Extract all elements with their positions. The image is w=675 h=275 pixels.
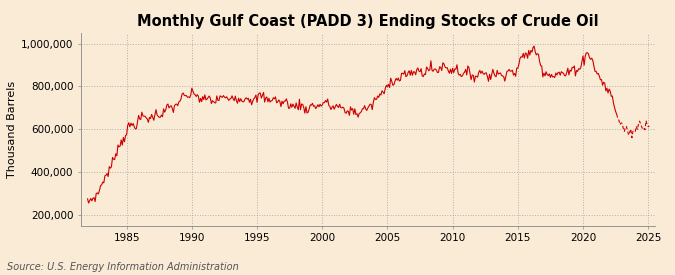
Y-axis label: Thousand Barrels: Thousand Barrels [7, 81, 17, 178]
Text: Source: U.S. Energy Information Administration: Source: U.S. Energy Information Administ… [7, 262, 238, 272]
Title: Monthly Gulf Coast (PADD 3) Ending Stocks of Crude Oil: Monthly Gulf Coast (PADD 3) Ending Stock… [137, 14, 599, 29]
